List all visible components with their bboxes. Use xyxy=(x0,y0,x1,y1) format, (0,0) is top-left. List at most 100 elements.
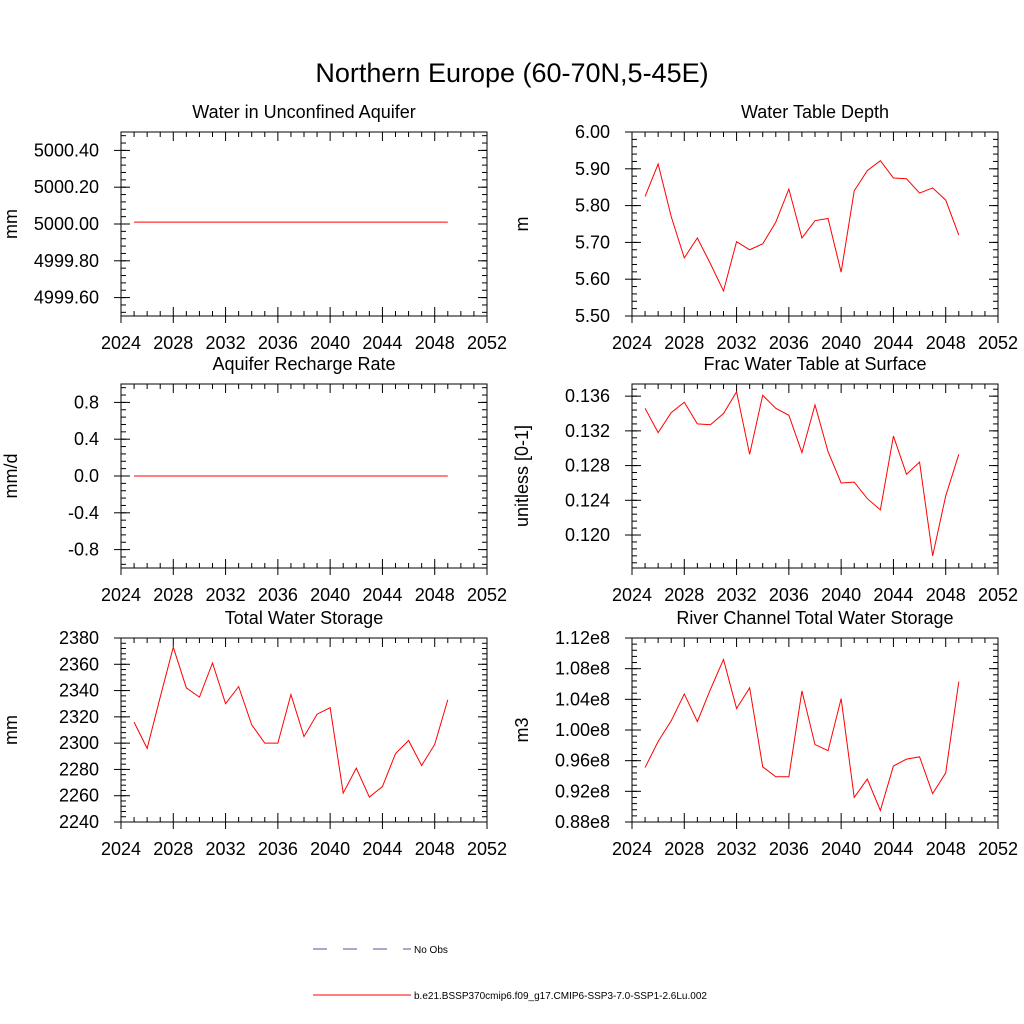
x-tick-label: 2052 xyxy=(978,839,1018,859)
x-tick-label: 2036 xyxy=(769,585,809,605)
legend-model-label: b.e21.BSSP370cmip6.f09_g17.CMIP6-SSP3-7.… xyxy=(414,991,707,1002)
series-line xyxy=(644,159,960,293)
chart-panel-3: Aquifer Recharge Rate mm/d 2024 2028 2032 203… xyxy=(1,354,507,605)
x-tick-label: 2036 xyxy=(258,333,298,353)
x-tick-label: 2048 xyxy=(926,839,966,859)
x-tick-label: 2028 xyxy=(664,333,704,353)
x-tick-label: 2044 xyxy=(362,585,402,605)
y-tick-label: -0.8 xyxy=(68,540,99,560)
y-tick-label: 2360 xyxy=(59,654,99,674)
chart-panel-2: Water Table Depth m 2024 2028 2032 2036 2040 20… xyxy=(512,102,1018,353)
x-tick-label: 2024 xyxy=(101,839,141,859)
x-tick-label: 2024 xyxy=(101,585,141,605)
y-axis-label: mm/d xyxy=(1,454,21,499)
y-tick-label: 2340 xyxy=(59,681,99,701)
x-tick-label: 2036 xyxy=(258,839,298,859)
x-tick-label: 2032 xyxy=(717,839,757,859)
panels: Water in Unconfined Aquifer mm 2024 2028 203… xyxy=(1,102,1018,859)
y-tick-label: 5000.00 xyxy=(34,214,99,234)
x-tick-label: 2052 xyxy=(467,333,507,353)
x-tick-label: 2032 xyxy=(206,839,246,859)
y-tick-label: 0.96e8 xyxy=(555,751,610,771)
x-tick-label: 2048 xyxy=(415,585,455,605)
plot-frame xyxy=(631,131,999,317)
x-tick-label: 2048 xyxy=(415,333,455,353)
series-line xyxy=(644,390,960,556)
plot-frame xyxy=(120,131,488,317)
y-tick-label: 1.12e8 xyxy=(555,628,610,648)
y-tick-label: 0.136 xyxy=(565,386,610,406)
y-tick-label: 0.132 xyxy=(565,421,610,441)
chart-title: Aquifer Recharge Rate xyxy=(212,354,395,374)
y-tick-label: 5.90 xyxy=(575,159,610,179)
y-tick-label: 6.00 xyxy=(575,122,610,142)
y-tick-label: 0.88e8 xyxy=(555,812,610,832)
x-tick-label: 2052 xyxy=(978,333,1018,353)
x-tick-label: 2040 xyxy=(310,333,350,353)
x-tick-label: 2032 xyxy=(206,333,246,353)
x-tick-label: 2032 xyxy=(717,585,757,605)
x-tick-label: 2040 xyxy=(821,585,861,605)
chart-title: River Channel Total Water Storage xyxy=(676,608,953,628)
y-tick-label: 1.08e8 xyxy=(555,659,610,679)
x-tick-label: 2040 xyxy=(310,839,350,859)
chart-title: Water in Unconfined Aquifer xyxy=(192,102,415,122)
y-tick-label: 0.0 xyxy=(74,466,99,486)
x-tick-label: 2048 xyxy=(926,333,966,353)
y-tick-label: -0.4 xyxy=(68,503,99,523)
chart-panel-1: Water in Unconfined Aquifer mm 2024 2028 203… xyxy=(1,102,507,353)
y-tick-label: 0.92e8 xyxy=(555,781,610,801)
y-tick-label: 5.50 xyxy=(575,306,610,326)
y-tick-label: 4999.80 xyxy=(34,251,99,271)
x-tick-label: 2040 xyxy=(821,839,861,859)
y-tick-label: 2280 xyxy=(59,759,99,779)
x-tick-label: 2048 xyxy=(415,839,455,859)
y-axis-label: m xyxy=(512,217,532,232)
legend-obs-label: No Obs xyxy=(414,945,448,956)
x-tick-label: 2048 xyxy=(926,585,966,605)
y-tick-label: 5000.40 xyxy=(34,140,99,160)
y-tick-label: 2380 xyxy=(59,628,99,648)
x-tick-label: 2036 xyxy=(769,333,809,353)
y-tick-label: 5000.20 xyxy=(34,177,99,197)
y-tick-label: 0.8 xyxy=(74,392,99,412)
x-tick-label: 2052 xyxy=(978,585,1018,605)
y-tick-label: 0.124 xyxy=(565,490,610,510)
plot-frame xyxy=(631,383,999,569)
x-tick-label: 2040 xyxy=(821,333,861,353)
x-tick-label: 2024 xyxy=(101,333,141,353)
x-tick-label: 2028 xyxy=(153,585,193,605)
x-tick-label: 2052 xyxy=(467,585,507,605)
y-tick-label: 1.00e8 xyxy=(555,720,610,740)
plot-frame xyxy=(120,637,488,823)
x-tick-label: 2052 xyxy=(467,839,507,859)
chart-title: Water Table Depth xyxy=(741,102,889,122)
series-line xyxy=(644,657,960,812)
plot-frame xyxy=(631,637,999,823)
x-tick-label: 2044 xyxy=(873,839,913,859)
series-line xyxy=(133,645,449,798)
y-tick-label: 2300 xyxy=(59,733,99,753)
x-tick-label: 2024 xyxy=(612,333,652,353)
y-axis-label: m3 xyxy=(512,717,532,742)
y-tick-label: 2320 xyxy=(59,707,99,727)
x-tick-label: 2044 xyxy=(362,333,402,353)
x-tick-label: 2024 xyxy=(612,585,652,605)
x-tick-label: 2028 xyxy=(153,839,193,859)
legend: No Obs b.e21.BSSP370cmip6.f09_g17.CMIP6-… xyxy=(313,945,707,1002)
y-tick-label: 4999.60 xyxy=(34,288,99,308)
x-tick-label: 2040 xyxy=(310,585,350,605)
x-tick-label: 2044 xyxy=(362,839,402,859)
y-tick-label: 0.4 xyxy=(74,429,99,449)
chart-panel-6: River Channel Total Water Storage m3 2024 2… xyxy=(512,608,1018,859)
x-tick-label: 2024 xyxy=(612,839,652,859)
x-tick-label: 2044 xyxy=(873,585,913,605)
y-axis-label: mm xyxy=(1,715,21,745)
y-tick-label: 2260 xyxy=(59,786,99,806)
chart-panel-5: Total Water Storage mm 2024 2028 2032 2036 204… xyxy=(1,608,507,859)
x-tick-label: 2028 xyxy=(664,839,704,859)
x-tick-label: 2044 xyxy=(873,333,913,353)
y-tick-label: 2240 xyxy=(59,812,99,832)
y-tick-label: 0.128 xyxy=(565,456,610,476)
